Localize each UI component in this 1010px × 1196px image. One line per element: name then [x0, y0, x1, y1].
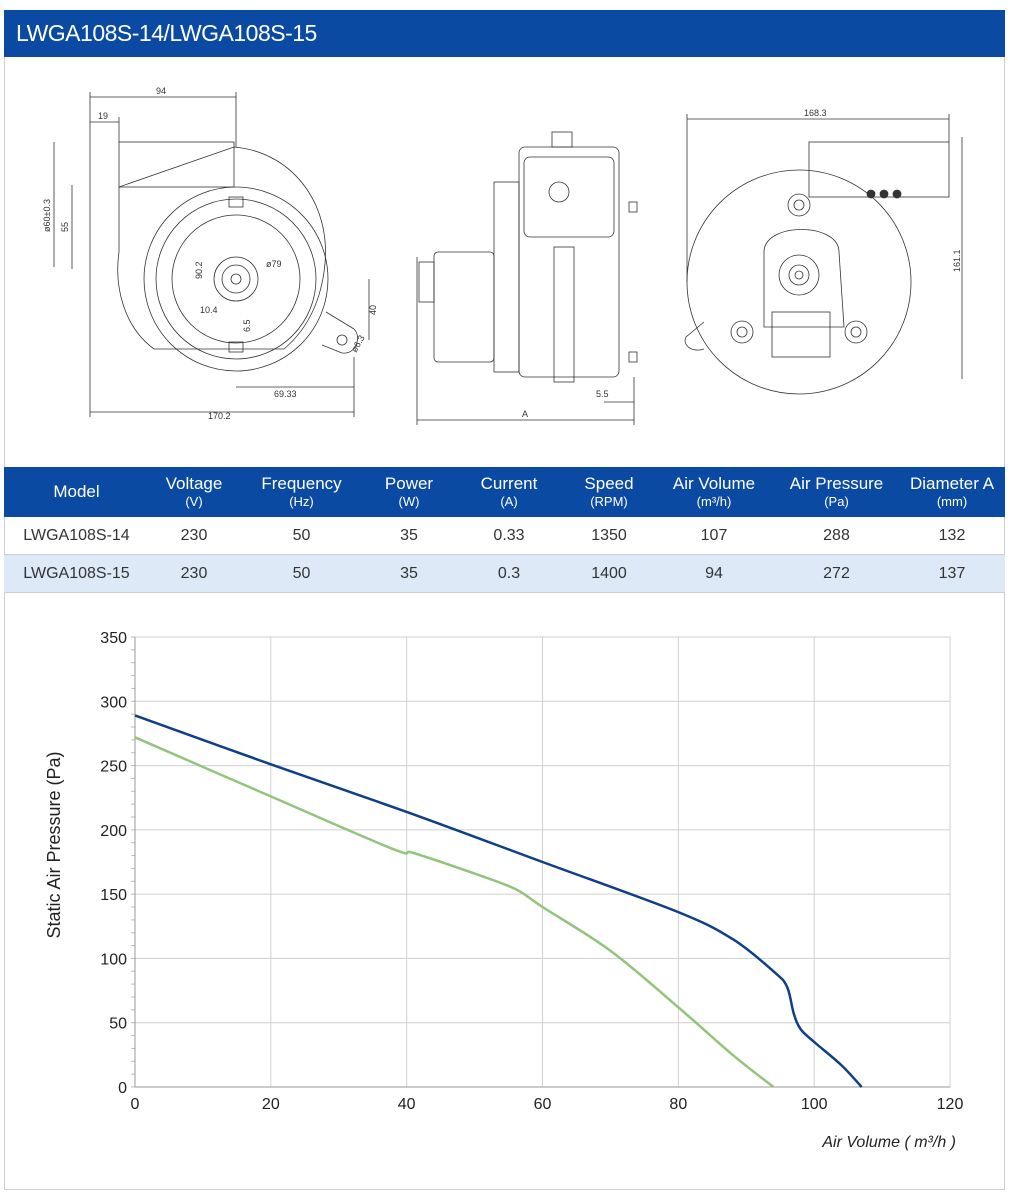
table-cell: 137	[899, 554, 1005, 593]
y-tick-label: 0	[118, 1080, 127, 1097]
table-cell: 132	[899, 517, 1005, 555]
chart-ticks: 0 20 40 60 80 100 120 0 50 100 150 200 250 300 350	[100, 630, 963, 1113]
table-cell: 50	[239, 517, 364, 555]
chart-series	[134, 714, 863, 1088]
x-tick-label: 120	[937, 1096, 964, 1113]
x-tick-label: 100	[801, 1096, 828, 1113]
table-cell: 35	[364, 554, 454, 593]
dim-label: 170.2	[208, 411, 231, 421]
table-cell: 50	[239, 554, 364, 593]
dim-label: 19	[98, 111, 108, 121]
col-header-voltage: Voltage (V)	[149, 467, 239, 517]
x-tick-label: 0	[131, 1096, 140, 1113]
table-row: LWGA108S-15 230 50 35 0.3 1400 94 272 13…	[4, 554, 1005, 593]
table-cell: 230	[149, 517, 239, 555]
col-header-diameter: Diameter A (mm)	[899, 467, 1005, 517]
x-tick-label: 60	[534, 1096, 552, 1113]
front-dim-labels: 94 19 ø60±0.3 55 90.2 ø79 10.4 6.5 40 ø6…	[42, 86, 378, 421]
col-header-frequency: Frequency (Hz)	[239, 467, 364, 517]
drawings-svg: 94 19 ø60±0.3 55 90.2 ø79 10.4 6.5 40 ø6…	[42, 86, 963, 425]
dim-label: 69.33	[274, 389, 297, 399]
col-header-air-volume: Air Volume (m³/h)	[654, 467, 774, 517]
specifications-table: Model Voltage (V) Frequency (Hz) Power (W) …	[4, 467, 1005, 593]
y-tick-label: 100	[100, 951, 127, 968]
table-cell: 1350	[564, 517, 654, 555]
y-tick-label: 350	[100, 630, 127, 647]
col-header-speed: Speed (RPM)	[564, 467, 654, 517]
back-view-drawing	[684, 114, 963, 395]
dim-label: 94	[156, 86, 166, 96]
dim-label: 90.2	[194, 261, 204, 279]
table-row: LWGA108S-14 230 50 35 0.33 1350 107 288 …	[4, 517, 1005, 555]
page-title: LWGA108S-14/LWGA108S-15	[16, 20, 317, 46]
side-view-drawing	[416, 131, 638, 425]
dim-label: 6.5	[242, 319, 252, 332]
dim-label: ø60±0.3	[42, 199, 52, 232]
chart-grid	[131, 636, 951, 1088]
dim-label: 40	[368, 305, 378, 315]
dim-label: A	[522, 409, 528, 419]
table-header-row: Model Voltage (V) Frequency (Hz) Power (W) …	[4, 467, 1005, 517]
table-cell: LWGA108S-14	[4, 517, 149, 555]
dim-label: 161.1	[952, 249, 962, 272]
title-bar: LWGA108S-14/LWGA108S-15	[4, 10, 1005, 57]
y-axis-label: Static Air Pressure (Pa)	[44, 751, 64, 938]
x-tick-label: 80	[669, 1096, 687, 1113]
dim-label: 5.5	[596, 389, 609, 399]
table-cell: 0.33	[454, 517, 564, 555]
series-line-1	[134, 714, 863, 1088]
y-tick-label: 150	[100, 887, 127, 904]
dim-label: ø79	[266, 259, 282, 269]
technical-drawings: 94 19 ø60±0.3 55 90.2 ø79 10.4 6.5 40 ø6…	[4, 57, 1005, 467]
performance-chart: 0 20 40 60 80 100 120 0 50 100 150 200 250 300 350 Sta…	[4, 595, 1005, 1190]
y-tick-label: 250	[100, 759, 127, 776]
chart-svg: 0 20 40 60 80 100 120 0 50 100 150 200 250 300 350 Sta…	[44, 630, 963, 1151]
table-cell: 1400	[564, 554, 654, 593]
dim-label: ø6.3	[349, 333, 367, 354]
table-cell: 94	[654, 554, 774, 593]
y-tick-label: 50	[109, 1016, 127, 1033]
y-tick-label: 300	[100, 694, 127, 711]
side-dim-labels: A 5.5	[522, 389, 609, 419]
col-header-model: Model	[4, 467, 149, 517]
table-cell: 288	[774, 517, 899, 555]
x-tick-label: 20	[262, 1096, 280, 1113]
table-cell: 35	[364, 517, 454, 555]
series-line-2	[134, 736, 775, 1088]
table-cell: 230	[149, 554, 239, 593]
col-header-current: Current (A)	[454, 467, 564, 517]
table-cell: LWGA108S-15	[4, 554, 149, 593]
y-tick-label: 200	[100, 823, 127, 840]
table-cell: 272	[774, 554, 899, 593]
x-axis-label: Air Volume ( m³/h )	[821, 1134, 956, 1151]
col-header-power: Power (W)	[364, 467, 454, 517]
table-cell: 0.3	[454, 554, 564, 593]
x-tick-label: 40	[398, 1096, 416, 1113]
dim-label: 55	[60, 222, 70, 232]
col-header-air-pressure: Air Pressure (Pa)	[774, 467, 899, 517]
back-dim-labels: 168.3 161.1	[804, 108, 962, 272]
table-cell: 107	[654, 517, 774, 555]
front-view-drawing	[53, 92, 370, 417]
dim-label: 10.4	[200, 305, 218, 315]
dim-label: 168.3	[804, 108, 827, 118]
